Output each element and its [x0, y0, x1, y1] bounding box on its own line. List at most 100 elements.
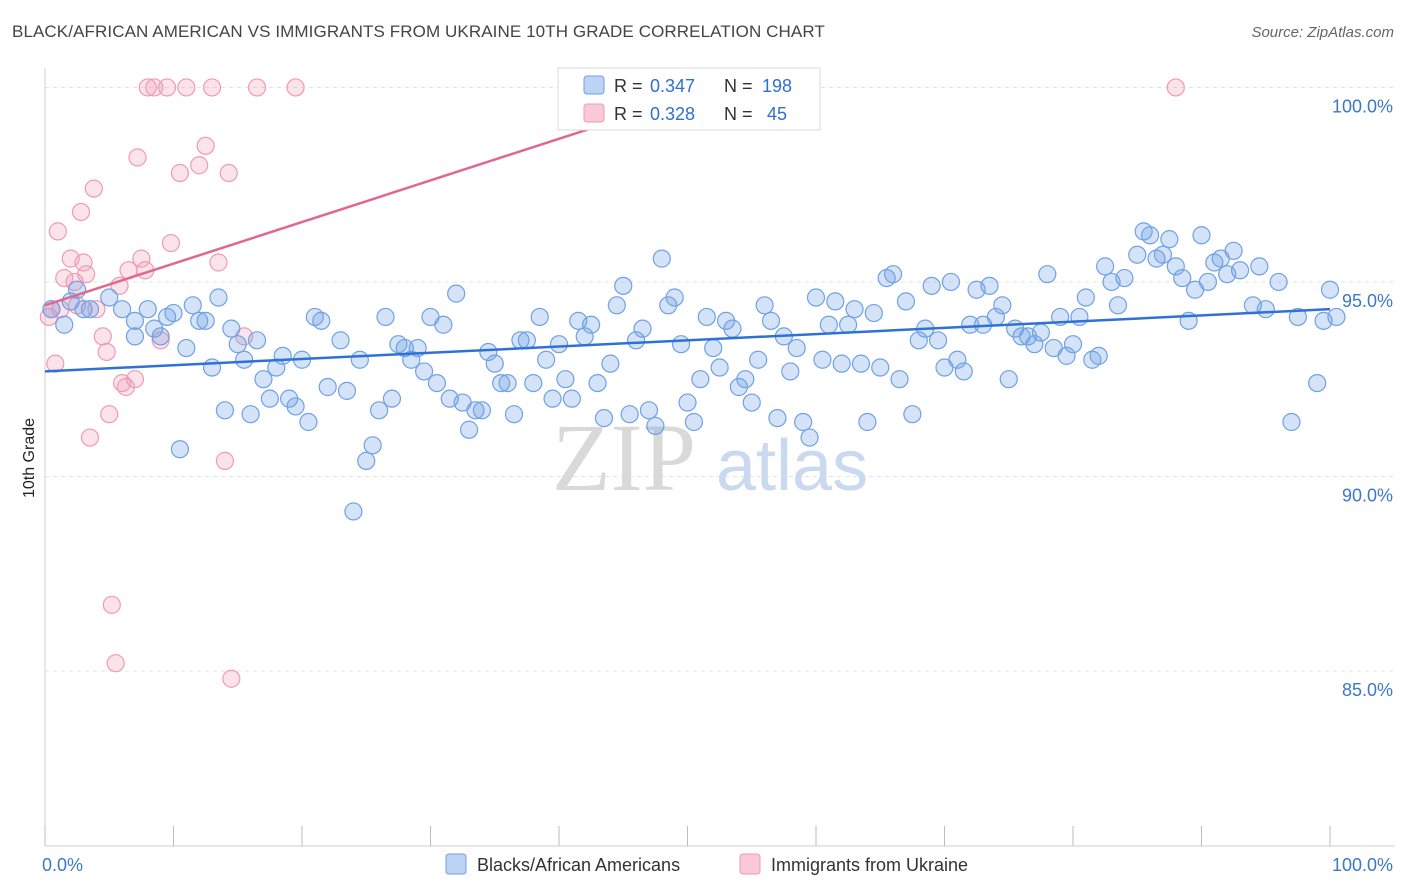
black-point: [434, 315, 453, 334]
ukraine-point: [161, 233, 181, 253]
black-point: [1025, 335, 1044, 354]
black-point: [1288, 307, 1307, 327]
black-point: [1160, 230, 1179, 249]
black-point: [1230, 261, 1250, 280]
black-point: [652, 249, 671, 268]
black-point: [832, 354, 851, 373]
black-point: [228, 335, 247, 354]
bottom-legend-label-pink: Immigrants from Ukraine: [771, 855, 968, 875]
black-point: [794, 412, 813, 432]
black-point: [318, 377, 337, 397]
ukraine-point: [145, 78, 164, 97]
black-point: [871, 358, 890, 377]
ukraine-point: [128, 148, 147, 167]
chart-title: BLACK/AFRICAN AMERICAN VS IMMIGRANTS FRO…: [12, 22, 825, 41]
black-point: [498, 373, 517, 393]
black-point: [864, 303, 883, 323]
black-point: [241, 405, 260, 424]
ukraine-point: [138, 78, 157, 97]
black-point: [1115, 268, 1134, 288]
black-point: [164, 303, 183, 323]
watermark-atlas: atlas: [716, 426, 868, 506]
black-point: [1166, 257, 1185, 276]
black-points: [42, 222, 1346, 521]
ukraine-point: [102, 595, 121, 614]
black-point: [851, 354, 871, 373]
y-tick-label: 90.0%: [1342, 485, 1393, 505]
legend-r-value-1: 0.347: [650, 76, 695, 96]
black-point: [504, 405, 524, 424]
axes: [44, 68, 1395, 847]
black-point: [928, 331, 948, 350]
black-point: [646, 416, 665, 435]
ukraine-point: [71, 202, 91, 222]
black-point: [363, 436, 382, 455]
bottom-legend-swatch-pink: [739, 853, 761, 875]
black-point: [151, 327, 170, 346]
black-point: [177, 338, 196, 358]
black-point: [768, 409, 787, 428]
ukraine-point: [196, 136, 215, 155]
black-point: [196, 311, 215, 330]
black-point: [1192, 226, 1211, 245]
black-point: [787, 338, 806, 358]
black-point: [749, 350, 768, 369]
black-point: [190, 311, 209, 330]
ukraine-point: [84, 179, 103, 198]
ukraine-point: [106, 654, 125, 673]
black-point: [562, 389, 581, 408]
x-tick-label: 0.0%: [42, 855, 83, 875]
ukraine-point: [87, 300, 106, 319]
black-point: [710, 358, 729, 377]
black-point: [858, 412, 877, 432]
black-point: [80, 300, 100, 319]
black-point: [755, 296, 774, 315]
black-point: [247, 331, 267, 350]
black-point: [1096, 257, 1115, 276]
black-point: [845, 300, 864, 319]
black-point: [337, 381, 357, 400]
ukraine-point: [132, 249, 151, 268]
black-point: [582, 315, 601, 334]
black-point: [993, 296, 1012, 315]
black-point: [125, 311, 145, 330]
black-point: [954, 362, 973, 381]
black-point: [941, 272, 961, 292]
black-point: [543, 389, 562, 408]
black-point: [299, 412, 318, 432]
ukraine-point: [1166, 78, 1185, 97]
black-point: [447, 284, 466, 303]
black-point: [883, 265, 903, 284]
y-axis-title: 10th Grade: [21, 418, 38, 498]
legend-swatch-blue: [583, 75, 605, 95]
ukraine-point: [93, 327, 112, 346]
watermark: ZIP atlas: [552, 404, 868, 511]
black-point: [170, 440, 190, 459]
black-point: [896, 292, 916, 311]
ukraine-point: [100, 405, 119, 424]
black-point: [517, 331, 536, 350]
black-point: [819, 315, 838, 334]
black-point: [492, 373, 511, 393]
black-point: [395, 338, 414, 358]
black-point: [1076, 288, 1095, 307]
black-point: [1153, 245, 1173, 264]
legend-n-value-2: 45: [762, 104, 787, 124]
ukraine-point: [55, 268, 74, 288]
black-point: [903, 405, 922, 424]
tick-labels: 85.0% 90.0% 95.0% 100.0% 0.0% 100.0%: [42, 96, 1393, 875]
ukraine-point: [190, 156, 209, 175]
black-point: [183, 296, 202, 315]
ukraine-point: [157, 78, 177, 97]
x-tick-label: 100.0%: [1332, 855, 1393, 875]
source-label: Source: ZipAtlas.com: [1251, 24, 1394, 41]
black-point: [350, 350, 369, 369]
black-trendline: [44, 307, 1331, 373]
ukraine-point: [74, 253, 93, 272]
legend: R = 0.347 N = 198 R = 0.328 N = 45: [557, 67, 821, 131]
black-point: [723, 319, 742, 338]
black-point: [626, 331, 646, 350]
black-point: [472, 401, 491, 420]
black-point: [704, 338, 723, 358]
